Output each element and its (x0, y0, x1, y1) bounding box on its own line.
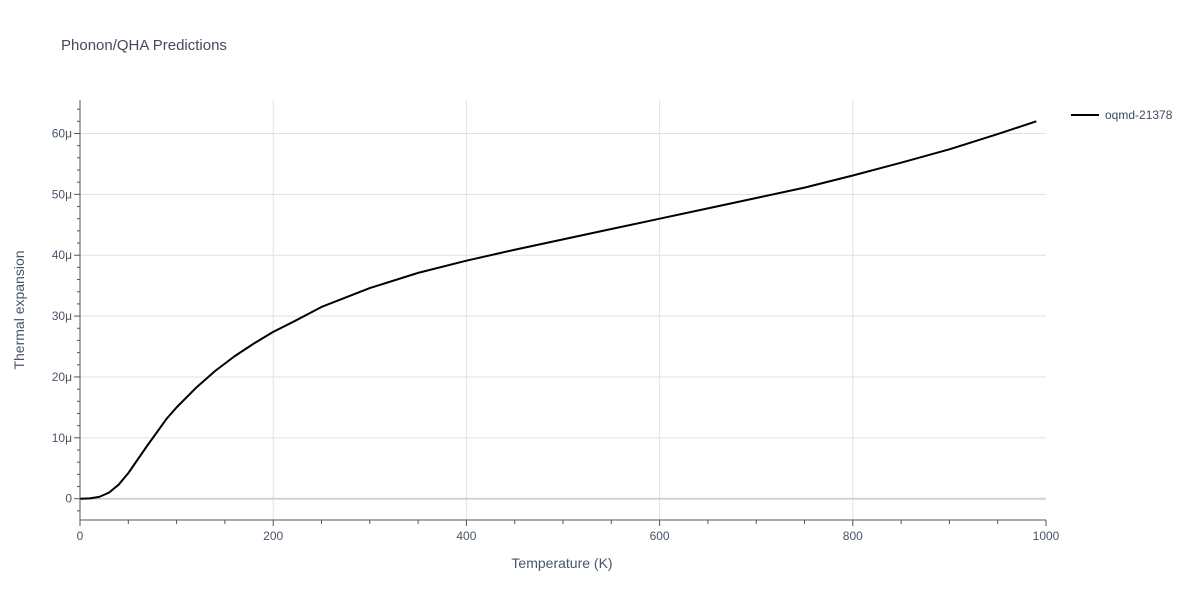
x-tick-label: 1000 (1033, 529, 1060, 543)
axis-layer: 0 200 400 600 800 1000 0 10μ 20μ 30μ 40μ 50μ 60μ (52, 100, 1060, 543)
y-tick-label: 60μ (52, 126, 72, 140)
y-tick-label: 40μ (52, 248, 72, 262)
x-axis-title: Temperature (K) (511, 555, 612, 571)
x-tick-label: 0 (77, 529, 84, 543)
y-tick-label: 0 (65, 492, 72, 506)
y-tick-label: 50μ (52, 187, 72, 201)
x-tick-label: 600 (650, 529, 670, 543)
y-tick-label: 10μ (52, 431, 72, 445)
y-axis-title: Thermal expansion (11, 250, 27, 369)
series-line-oqmd-21378 (79, 120, 1037, 500)
x-tick-label: 800 (843, 529, 863, 543)
x-tick-label: 200 (263, 529, 283, 543)
y-tick-label: 30μ (52, 309, 72, 323)
legend: oqmd-21378 (1071, 108, 1173, 122)
legend-label: oqmd-21378 (1105, 108, 1173, 122)
grid-layer (80, 100, 1046, 520)
x-tick-label: 400 (456, 529, 476, 543)
y-tick-label: 20μ (52, 370, 72, 384)
chart-title: Phonon/QHA Predictions (61, 37, 227, 54)
plot-layer (79, 120, 1037, 500)
